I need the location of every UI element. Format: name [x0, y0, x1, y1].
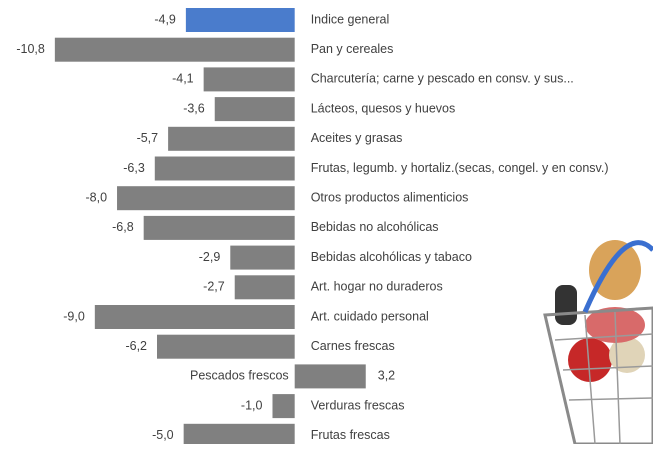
category-label: Art. hogar no duraderos	[311, 280, 443, 294]
value-label: -5,7	[137, 131, 159, 145]
value-label: -8,0	[85, 190, 107, 204]
category-label: Otros productos alimenticios	[311, 190, 469, 204]
value-label: -3,6	[183, 101, 205, 115]
value-label: -9,0	[63, 309, 85, 323]
bar	[203, 67, 295, 92]
value-label: -5,0	[152, 428, 174, 442]
bar	[230, 245, 295, 270]
bar	[168, 126, 295, 151]
category-label: Pan y cereales	[311, 42, 394, 56]
basket-image	[543, 240, 653, 446]
category-label: Aceites y grasas	[311, 131, 403, 145]
bar	[294, 364, 366, 389]
category-label: Art. cuidado personal	[311, 309, 429, 323]
bar	[272, 394, 295, 419]
bar	[94, 305, 295, 329]
category-label: Indice general	[311, 12, 390, 26]
bar	[154, 156, 295, 181]
bar	[214, 97, 295, 122]
value-label: -6,8	[112, 220, 134, 234]
category-label: Pescados frescos	[190, 369, 289, 383]
bar	[143, 215, 295, 240]
bar	[157, 334, 295, 359]
value-label: -6,3	[123, 161, 145, 175]
value-label: -10,8	[16, 42, 45, 56]
category-label: Carnes frescas	[311, 339, 395, 353]
category-label: Bebidas no alcohólicas	[311, 220, 439, 234]
bar	[54, 37, 295, 62]
category-label: Verduras frescas	[311, 398, 405, 412]
category-label: Frutas, legumb. y hortaliz.(secas, conge…	[311, 161, 609, 175]
value-label: -2,7	[203, 280, 225, 294]
bar	[234, 275, 295, 300]
value-label: -1,0	[241, 398, 263, 412]
category-label: Lácteos, quesos y huevos	[311, 101, 456, 115]
value-label: -4,1	[172, 72, 194, 86]
category-label: Bebidas alcohólicas y tabaco	[311, 250, 472, 264]
bar	[183, 423, 295, 448]
bar	[185, 8, 295, 32]
value-label: 3,2	[378, 369, 395, 383]
category-label: Frutas frescas	[311, 428, 390, 442]
value-label: -6,2	[125, 339, 147, 353]
bar	[117, 186, 295, 211]
category-label: Charcutería; carne y pescado en consv. y…	[311, 72, 574, 86]
value-label: -2,9	[199, 250, 221, 264]
value-label: -4,9	[154, 12, 176, 26]
